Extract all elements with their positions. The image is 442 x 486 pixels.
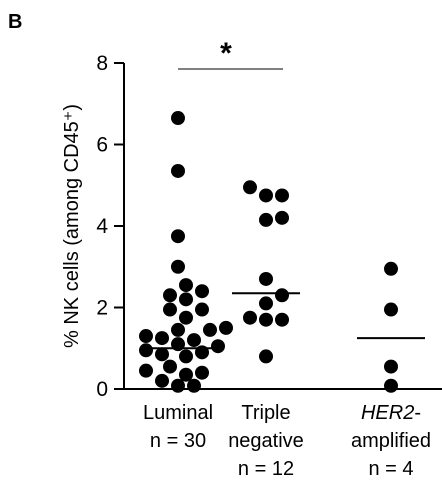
data-point	[259, 188, 273, 203]
data-point	[179, 367, 193, 382]
panel-label: B	[8, 11, 23, 33]
significance-bar: *	[178, 37, 283, 70]
data-point	[219, 320, 233, 335]
category-label: Triple negative n = 12	[228, 402, 304, 480]
category-label-italic: HER2	[361, 402, 414, 424]
data-point	[384, 302, 398, 317]
axes	[123, 63, 442, 390]
data-point	[171, 378, 185, 393]
data-point	[384, 378, 398, 393]
data-point	[163, 288, 177, 303]
data-point	[171, 111, 185, 126]
category-label-line3: n = 4	[368, 458, 413, 480]
category-label-line2: amplified	[351, 430, 431, 452]
category-label: HER2- amplified n = 4	[351, 402, 431, 480]
data-point	[259, 296, 273, 311]
y-tick-label: 4	[96, 215, 108, 238]
data-point	[171, 322, 185, 337]
category-label-line2: negative	[228, 430, 304, 452]
category-label-line1: HER2-	[361, 402, 421, 424]
y-tick-label: 6	[96, 134, 108, 157]
y-tick-label: 0	[96, 378, 108, 401]
data-point	[139, 329, 153, 344]
data-point	[155, 331, 169, 346]
data-point	[275, 312, 289, 327]
data-point	[179, 278, 193, 293]
data-point	[139, 363, 153, 378]
category-labels: Luminal n = 30 Triple negative n = 12 HER2- am…	[143, 402, 431, 480]
data-point	[195, 365, 209, 380]
data-point	[171, 163, 185, 178]
category-label-rest: -	[414, 402, 421, 424]
data-point	[171, 259, 185, 274]
data-point	[195, 284, 209, 299]
significance-marker: *	[220, 37, 232, 70]
data-point	[187, 333, 201, 348]
category-label-line1: Triple	[241, 402, 290, 424]
data-point	[275, 210, 289, 225]
data-point	[139, 343, 153, 358]
data-point	[259, 349, 273, 364]
data-point	[259, 271, 273, 286]
median-lines	[144, 292, 425, 350]
y-axis-label: % NK cells (among CD45⁺)	[61, 104, 83, 348]
data-point	[179, 310, 193, 325]
y-tick-label: 8	[96, 52, 108, 75]
category-label-line2: n = 30	[150, 430, 206, 452]
data-points	[139, 111, 398, 393]
data-point	[155, 373, 169, 388]
data-point	[155, 347, 169, 362]
data-point	[179, 292, 193, 307]
y-axis-ticks: 0 2 4 6 8	[96, 52, 124, 401]
data-point	[163, 302, 177, 317]
data-point	[243, 310, 257, 325]
category-label-line1: Luminal	[143, 402, 213, 424]
data-point	[275, 188, 289, 203]
data-point	[259, 312, 273, 327]
data-point	[211, 339, 225, 354]
data-point	[179, 349, 193, 364]
data-point	[203, 322, 217, 337]
data-point	[187, 378, 201, 393]
data-point	[384, 359, 398, 374]
data-point	[195, 302, 209, 317]
data-point	[259, 212, 273, 227]
data-point	[171, 229, 185, 244]
category-label-line3: n = 12	[238, 458, 294, 480]
data-point	[275, 288, 289, 303]
data-point	[163, 359, 177, 374]
y-tick-label: 2	[96, 297, 108, 320]
data-point	[384, 261, 398, 276]
data-point	[243, 180, 257, 195]
category-label: Luminal n = 30	[143, 402, 213, 452]
